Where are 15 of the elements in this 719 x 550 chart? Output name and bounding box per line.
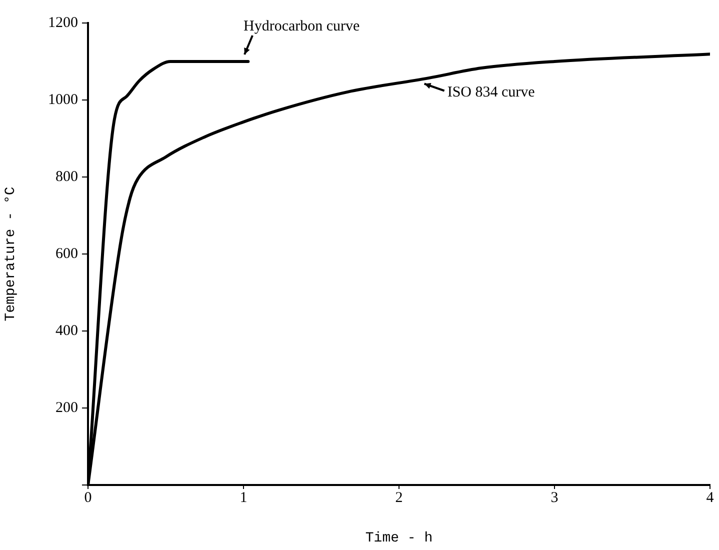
y-tick-label: 200 [56, 400, 78, 416]
annotation: ISO 834 curve [447, 84, 536, 101]
y-tick-label: 1000 [48, 92, 78, 108]
x-tick-label: 2 [395, 490, 403, 506]
y-tick-label: 1200 [48, 14, 78, 31]
x-tick-label: 3 [550, 490, 558, 506]
y-tick-label: 400 [56, 322, 78, 339]
y-tick-label: 600 [56, 246, 78, 262]
x-tick-label: 0 [84, 490, 92, 506]
y-tick-label: 800 [56, 168, 78, 185]
annotation: Hydrocarbon curve [244, 18, 360, 34]
x-tick-label: 4 [706, 490, 714, 506]
y-axis-title: Temperature - °C [3, 186, 20, 322]
x-tick-label: 1 [240, 490, 248, 506]
x-axis-title: Time - h [365, 530, 433, 546]
